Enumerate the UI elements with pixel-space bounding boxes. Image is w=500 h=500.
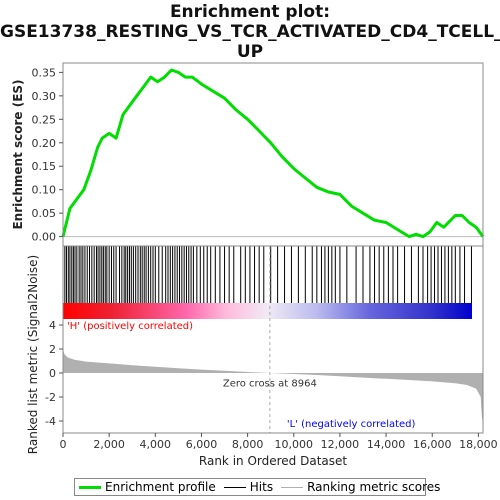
legend-enrichment-label: Enrichment profile	[105, 480, 216, 494]
xtick-label-5: 10,000	[275, 438, 314, 451]
legend-hits-swatch	[223, 486, 246, 488]
enrichment-profile-line	[61, 68, 485, 239]
positive-label: 'H' (positively correlated)	[67, 321, 193, 332]
axes: 0.00 0.05 0.10 0.15 0.20 0.25 0.30 0.35 -4 -2 0 2 4 0…	[11, 62, 498, 468]
chart-title: Enrichment plot: GSE13738_RESTING_VS_TCR…	[0, 2, 500, 62]
rank-ytick-label-3: 2	[49, 343, 56, 356]
xtick-label-8: 16,000	[413, 438, 452, 451]
xtick-label-7: 14,000	[367, 438, 406, 451]
zero-cross-label: Zero cross at 8964	[223, 379, 317, 390]
xtick-label-9: 18,000	[459, 438, 498, 451]
ranking-panel: Zero cross at 8964 'L' (negatively correl…	[63, 246, 483, 433]
title-line-3: UP	[236, 42, 264, 62]
es-y-axis-label: Enrichment score (ES)	[11, 79, 25, 229]
xtick-label-1: 2,000	[93, 438, 125, 451]
legend-hits-label: Hits	[249, 480, 274, 494]
legend-enrichment: Enrichment profile	[79, 480, 216, 494]
negative-label: 'L' (negatively correlated)	[287, 419, 416, 430]
rank-ytick-label-1: -2	[45, 391, 56, 404]
es-ytick-label-6: 0.30	[32, 90, 57, 103]
xtick-label-6: 12,000	[321, 438, 360, 451]
xtick-label-3: 6,000	[186, 438, 218, 451]
ranking-metric-area	[63, 349, 483, 426]
es-ytick-label-2: 0.10	[32, 184, 57, 197]
rank-y-axis-label: Ranked list metric (Signal2Noise)	[26, 255, 40, 454]
xtick-label-0: 0	[60, 438, 67, 451]
enrichment-panel	[61, 68, 485, 239]
legend: Enrichment profile Hits Ranking metric s…	[74, 478, 440, 496]
legend-ranking-label: Ranking metric scores	[307, 480, 441, 494]
rank-ytick-label-4: 4	[49, 319, 56, 332]
enrichment-chart: 'H' (positively correlated) Zero cross a…	[11, 62, 498, 468]
legend-hits: Hits	[223, 480, 274, 494]
x-axis-label: Rank in Ordered Dataset	[199, 454, 347, 468]
rank-ytick-label-0: -4	[45, 415, 56, 428]
legend-ranking-swatch	[281, 486, 304, 488]
rank-gradient-bar	[63, 303, 472, 319]
enrichment-frame	[62, 62, 484, 247]
legend-enrichment-swatch	[79, 485, 101, 489]
title-line-1: Enrichment plot:	[169, 2, 331, 22]
lower-frame	[62, 245, 484, 434]
es-ytick-label-7: 0.35	[32, 66, 57, 79]
es-ytick-label-3: 0.15	[32, 160, 57, 173]
es-ytick-label-1: 0.05	[32, 207, 57, 220]
xtick-label-4: 8,000	[232, 438, 264, 451]
xtick-label-2: 4,000	[140, 438, 172, 451]
title-line-2: GSE13738_RESTING_VS_TCR_ACTIVATED_CD4_TC…	[0, 22, 500, 42]
es-ytick-label-4: 0.20	[32, 137, 57, 150]
hits-panel	[64, 246, 472, 303]
es-ytick-label-0: 0.00	[32, 231, 57, 244]
rank-color-bar: 'H' (positively correlated)	[63, 303, 472, 332]
es-ytick-label-5: 0.25	[32, 113, 57, 126]
rank-ytick-label-2: 0	[49, 367, 56, 380]
legend-ranking: Ranking metric scores	[281, 480, 440, 494]
